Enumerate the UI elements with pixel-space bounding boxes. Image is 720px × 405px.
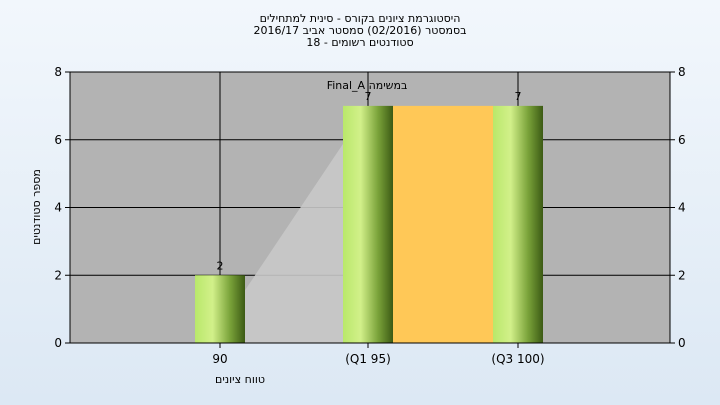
chart-title-line-2: בסמסטר (02/2016) סמסטר אביב 2016/17 <box>253 24 467 37</box>
chart-title-line-3: סטודנטים רשומים - 18 <box>306 36 414 49</box>
y-tick-label-right-2: 4 <box>678 201 686 215</box>
y-tick-label-right-3: 6 <box>678 133 686 147</box>
y-tick-label-right-1: 2 <box>678 268 686 282</box>
x-category-label-1: (Q1 95) <box>345 352 391 366</box>
y-tick-label-left-3: 6 <box>54 133 62 147</box>
y-axis-title: מספר סטודנטים <box>30 169 43 245</box>
y-tick-label-left-0: 0 <box>54 336 62 350</box>
bar-value-label-2: 7 <box>515 90 522 103</box>
x-category-label-2: (Q3 100) <box>491 352 544 366</box>
x-axis-title: טווח ציונים <box>215 373 265 386</box>
chart-title-line-1: היסטוגרמת ציונים בקורס - סינית למתחילים <box>259 12 461 25</box>
assignment-annotation: Final_A במשימה <box>327 79 408 92</box>
y-tick-label-left-4: 8 <box>54 65 62 79</box>
y-tick-label-right-0: 0 <box>678 336 686 350</box>
bar-0 <box>195 275 245 343</box>
y-tick-label-right-4: 8 <box>678 65 686 79</box>
y-tick-label-left-2: 4 <box>54 201 62 215</box>
y-tick-label-left-1: 2 <box>54 268 62 282</box>
bar-value-label-0: 2 <box>217 259 224 272</box>
bar-1 <box>343 105 393 343</box>
x-category-label-0: 90 <box>212 352 227 366</box>
trend-area <box>245 143 343 343</box>
bar-value-label-1: 7 <box>365 90 372 103</box>
bar-2 <box>493 105 543 343</box>
iqr-box <box>393 105 493 343</box>
